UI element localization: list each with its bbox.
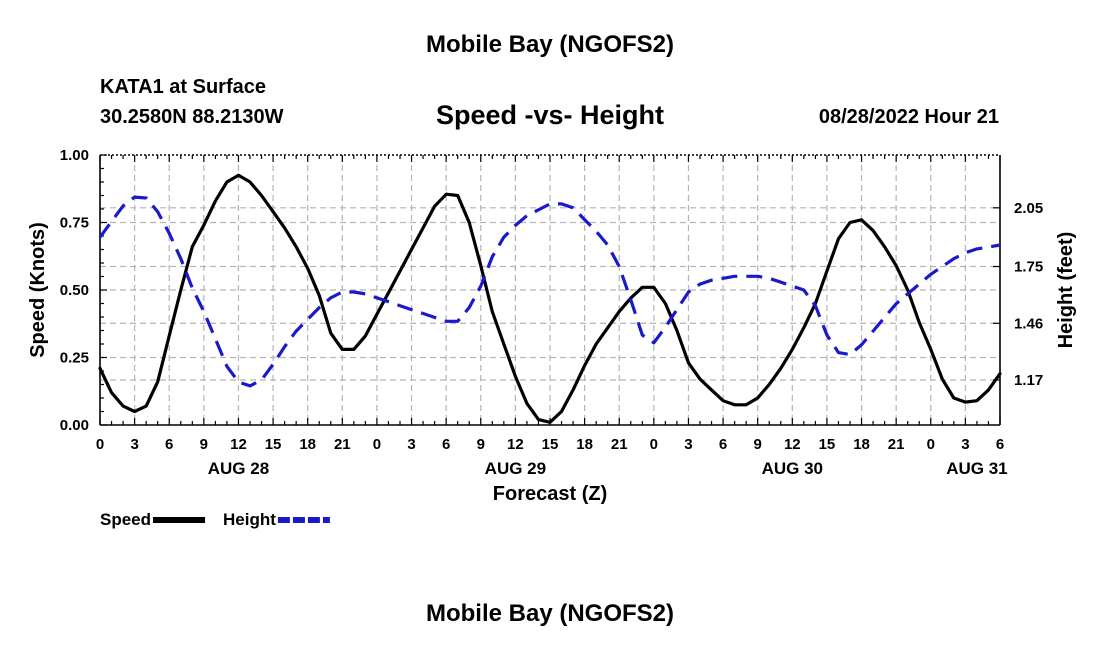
x-tick-label: 12 xyxy=(507,436,524,453)
x-tick-label: 18 xyxy=(576,436,593,453)
y-axis-title: Speed (Knots) xyxy=(27,222,49,358)
x-tick-label: 18 xyxy=(299,436,316,453)
station-name: KATA1 at Surface xyxy=(100,76,266,98)
y-tick-label: 0.00 xyxy=(60,417,89,434)
x-tick-label: 21 xyxy=(334,436,351,453)
x-tick-label: 3 xyxy=(130,436,138,453)
x-tick-label: 6 xyxy=(996,436,1004,453)
chart-main-title: Mobile Bay (NGOFS2) xyxy=(425,31,675,58)
bottom-title: Mobile Bay (NGOFS2) xyxy=(425,600,675,627)
y-tick-label: 0.75 xyxy=(60,215,89,232)
axes: 0 3 6 9 12 15 18 21 0 3 6 9 12 15 18 21 0 3 6 9 12 15 18 21 0 3 6 A… xyxy=(27,147,1077,505)
y2-tick-label: 2.05 xyxy=(1014,200,1043,217)
x-tick-label: 15 xyxy=(819,436,836,453)
x-tick-label: 9 xyxy=(477,436,485,453)
forecast-timestamp: 08/28/2022 Hour 21 xyxy=(818,106,999,128)
x-tick-label: 6 xyxy=(442,436,450,453)
y2-tick-label: 1.75 xyxy=(1014,259,1043,276)
y-tick-label: 0.50 xyxy=(60,282,89,299)
x-tick-label: 12 xyxy=(784,436,801,453)
x-axis-title: Forecast (Z) xyxy=(493,483,607,505)
x-tick-label: 6 xyxy=(165,436,173,453)
plot-frame xyxy=(99,154,1001,426)
x-tick-label: 3 xyxy=(961,436,969,453)
legend-label-height: Height xyxy=(223,510,276,529)
series-line-speed xyxy=(98,173,1002,424)
legend: Speed Height xyxy=(100,510,330,529)
x-tick-label: 6 xyxy=(719,436,727,453)
x-tick-label: 21 xyxy=(611,436,628,453)
grid xyxy=(100,155,1000,425)
y2-tick-label: 1.17 xyxy=(1014,372,1043,389)
x-tick-label: 0 xyxy=(650,436,658,453)
y2-tick-label: 1.46 xyxy=(1014,315,1043,332)
station-coordinates: 30.2580N 88.2130W xyxy=(100,106,284,128)
x-tick-label: 0 xyxy=(373,436,381,453)
date-label: AUG 29 xyxy=(485,459,546,478)
y2-axis-title: Height (feet) xyxy=(1055,232,1077,349)
date-label: AUG 31 xyxy=(946,459,1007,478)
x-tick-label: 3 xyxy=(407,436,415,453)
legend-label-speed: Speed xyxy=(100,510,151,529)
date-label: AUG 28 xyxy=(208,459,269,478)
date-label: AUG 30 xyxy=(762,459,823,478)
series-line-height xyxy=(98,195,1001,388)
chart-subtitle: Speed -vs- Height xyxy=(435,100,665,130)
x-tick-label: 9 xyxy=(754,436,762,453)
x-tick-label: 18 xyxy=(853,436,870,453)
x-tick-label: 15 xyxy=(542,436,559,453)
x-tick-label: 9 xyxy=(200,436,208,453)
x-tick-label: 0 xyxy=(96,436,104,453)
x-tick-label: 3 xyxy=(684,436,692,453)
x-tick-label: 0 xyxy=(927,436,935,453)
series-group xyxy=(98,173,1002,424)
y-tick-label: 0.25 xyxy=(60,350,89,367)
x-tick-label: 12 xyxy=(230,436,247,453)
x-tick-label: 15 xyxy=(265,436,282,453)
y-tick-label: 1.00 xyxy=(60,147,89,164)
x-tick-label: 21 xyxy=(888,436,905,453)
